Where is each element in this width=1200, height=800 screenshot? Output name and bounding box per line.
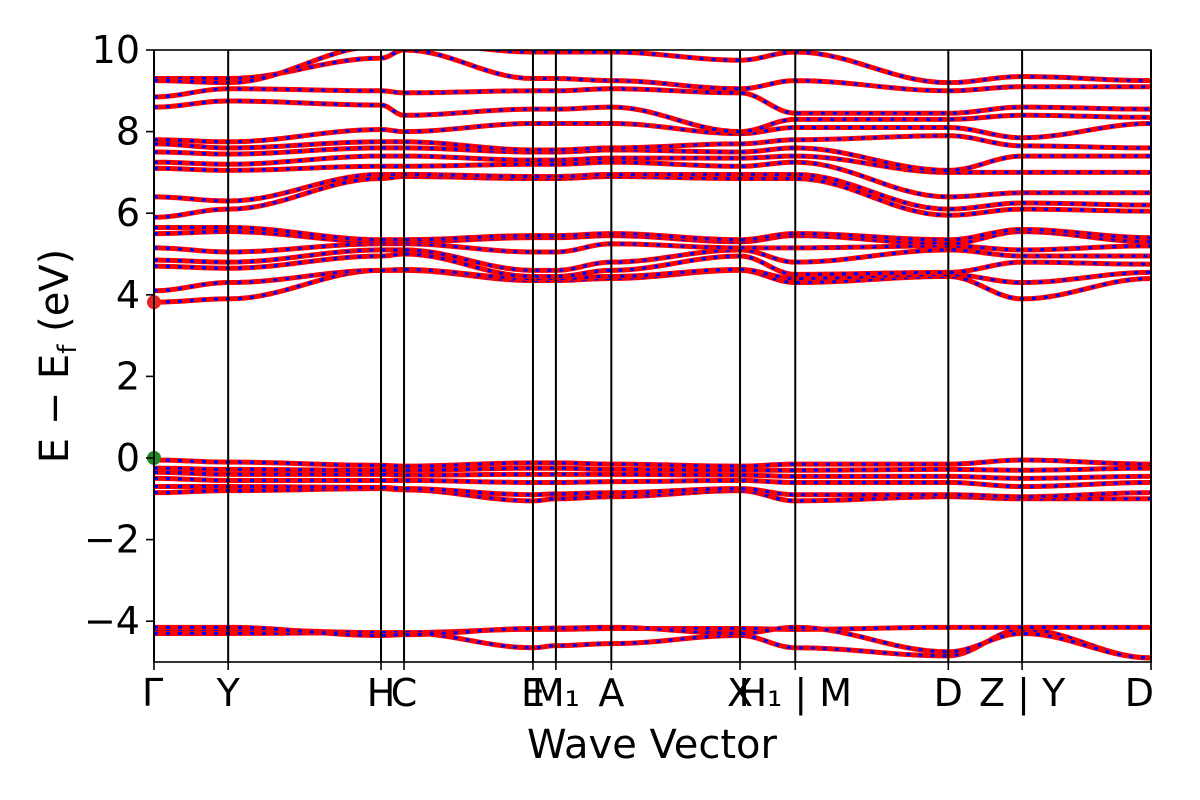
y-axis-label: E − Ef (eV) [32,249,83,464]
x-tick-label: A [598,671,624,715]
band-line [154,153,1151,175]
band-line [154,50,1151,94]
band-line [154,267,1151,294]
band-line [154,624,1151,661]
x-tick-label: E [521,671,545,715]
band-line [154,248,1151,272]
band-line [154,120,1151,145]
band-line [154,134,1151,152]
bands-layer [154,50,1151,661]
band-line [154,484,1151,499]
band-line [154,159,1151,200]
band-line [154,224,1151,243]
band-line [154,458,1151,468]
x-axis: Γ Y HC EM₁ A XH₁ | M D Z | Y D [142,662,1154,716]
band-line [154,466,1151,472]
y-axis-label-subscript: f [53,344,83,354]
band-line [154,50,1151,85]
y-axis-label-main: E − E [32,354,78,464]
y-tick-label: 8 [116,110,140,154]
y-axis-label-unit: (eV) [32,249,78,345]
band-line [154,50,1151,86]
band-line [154,457,1151,469]
y-tick-label: 4 [116,273,140,317]
x-tick-label: C [391,671,418,715]
y-tick-label: −4 [84,599,140,643]
y-tick-label: 2 [116,354,140,398]
band-line [154,465,1151,473]
x-tick-label: D [934,671,963,715]
x-tick-label: H₁ | M [738,671,852,716]
y-tick-label: 10 [92,28,140,72]
band-line [154,252,1151,279]
band-line [154,173,1151,220]
y-tick-label: −2 [84,518,140,562]
x-tick-label: Γ [142,671,163,715]
x-tick-label: H [367,671,396,715]
x-axis-label: Wave Vector [527,722,778,768]
y-tick-label: 6 [116,191,140,235]
band-line [154,469,1151,481]
x-tick-label: M₁ [532,671,580,715]
band-line [154,99,1151,134]
band-line [154,470,1151,480]
x-tick-label: D [1125,671,1154,715]
x-tick-label: Y [216,671,241,715]
y-tick-label: 0 [116,436,140,480]
x-tick-label: Z | Y [979,671,1066,716]
x-tick-label: X [727,671,753,715]
plot-frame [153,49,1152,663]
y-axis: −4 −2 0 2 4 6 8 10 [84,28,154,643]
band-line [154,476,1151,489]
band-line [154,625,1151,635]
band-line [154,241,1151,255]
band-line [154,86,1151,116]
band-line [154,172,1151,211]
